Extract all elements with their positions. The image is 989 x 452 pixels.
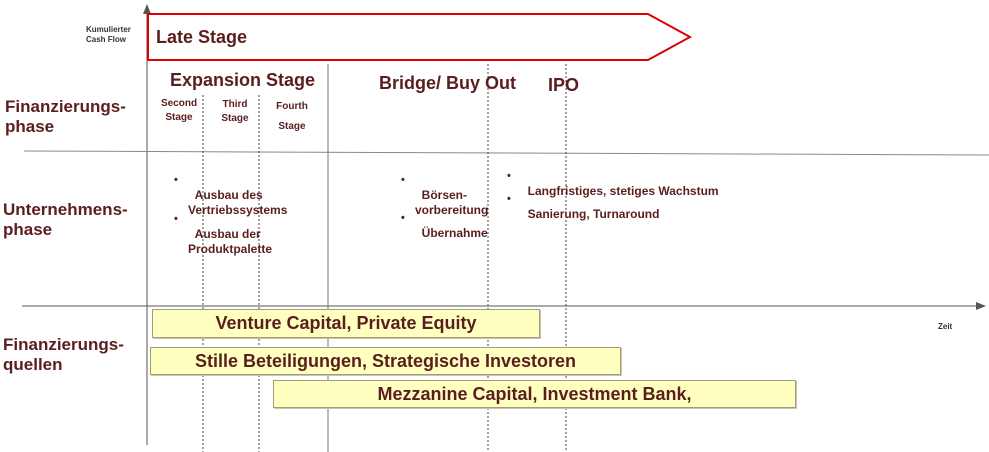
stage-fourth: Fourth Stage (276, 101, 308, 132)
row-label-finanzierungsquellen: Finanzierungs- quellen (3, 335, 124, 374)
stage-third: Third Stage (221, 99, 249, 124)
late-stage-arrow (147, 13, 693, 61)
x-axis-label: Zeit (938, 322, 953, 331)
bullet-expansion-1: • Ausbau des Vertriebssystems (174, 174, 288, 217)
row-separator (23, 150, 989, 156)
late-stage-label: Late Stage (156, 27, 248, 47)
bullet-bridge-2: • Übernahme (401, 212, 488, 240)
bullet-bridge-1: • Börsen- vorbereitung (401, 174, 489, 217)
row-label-unternehmensphase: Unternehmens- phase (3, 200, 128, 239)
y-axis-arrowhead (143, 4, 151, 14)
y-axis-label: Kumulierter Cash Flow (86, 25, 131, 44)
source-bar-stille-beteiligungen: Stille Beteiligungen, Strategische Inves… (150, 347, 621, 375)
x-axis-arrowhead (976, 302, 986, 310)
stage-dividers (202, 64, 567, 452)
stage-ipo: IPO (548, 75, 580, 95)
bullet-ipo-2: • Sanierung, Turnaround (507, 193, 660, 221)
source-bar-venture-capital: Venture Capital, Private Equity (152, 309, 540, 338)
stage-second: Second Stage (160, 98, 198, 123)
stage-bridge: Bridge/ Buy Out (379, 73, 517, 93)
bullet-ipo-1: • Langfristiges, stetiges Wachstum (507, 170, 719, 198)
row-label-finanzierungsphase: Finanzierungs- phase (5, 97, 126, 136)
bullet-expansion-2: • Ausbau der Produktpalette (174, 213, 273, 256)
source-bar-mezzanine-capital: Mezzanine Capital, Investment Bank, (273, 380, 796, 408)
stage-expansion: Expansion Stage (170, 70, 316, 90)
